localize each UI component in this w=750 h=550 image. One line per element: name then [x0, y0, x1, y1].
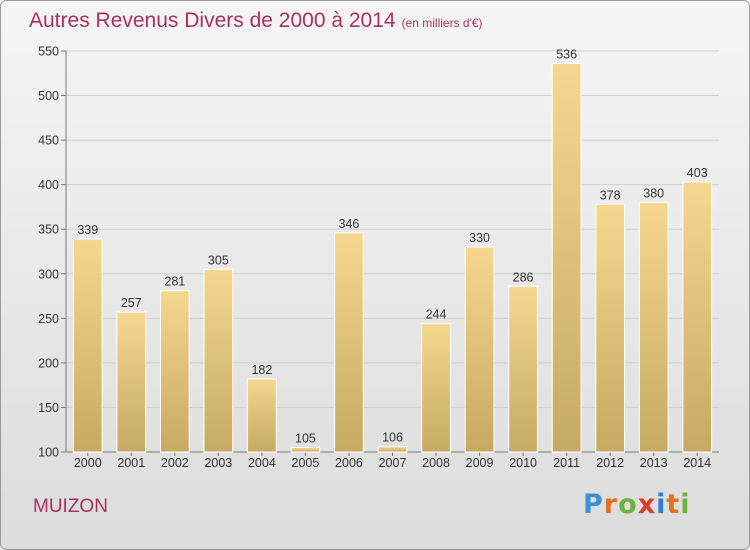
logo-letter: o — [618, 489, 638, 520]
bar-value-label: 346 — [339, 217, 360, 231]
bar — [72, 238, 103, 453]
bar-value-label: 257 — [121, 296, 142, 310]
x-tick-label: 2008 — [422, 456, 450, 470]
x-tick-label: 2006 — [335, 456, 363, 470]
city-name: MUIZON — [33, 496, 108, 517]
y-tick-label: 550 — [38, 45, 59, 59]
logo-letter: t — [666, 489, 681, 520]
x-tick-label: 2011 — [553, 456, 580, 470]
x-tick-label: 2013 — [640, 456, 668, 470]
y-tick-label: 100 — [38, 446, 59, 460]
logo-letter: i — [656, 489, 667, 520]
bar — [682, 181, 713, 453]
bar-value-label: 286 — [513, 270, 534, 284]
y-tick-label: 450 — [38, 134, 59, 148]
x-tick-label: 2000 — [74, 456, 102, 470]
bar — [290, 447, 321, 453]
proxiti-logo: Proxiti — [583, 489, 691, 520]
bar — [116, 311, 147, 453]
bar — [638, 201, 669, 453]
y-tick-label: 500 — [38, 89, 59, 103]
bar-value-label: 339 — [77, 223, 98, 237]
chart-subtitle: (en milliers d'€) — [401, 16, 483, 30]
bar — [508, 285, 538, 453]
x-tick-label: 2001 — [117, 456, 145, 470]
logo-letter: x — [637, 489, 657, 520]
x-tick-label: 2004 — [248, 456, 276, 470]
bar-value-label: 380 — [643, 186, 664, 200]
logo-letter: P — [583, 489, 604, 520]
y-tick-label: 200 — [38, 356, 59, 370]
bar-value-label: 182 — [251, 363, 272, 377]
bar-value-label: 105 — [295, 432, 316, 446]
x-tick-label: 2012 — [596, 456, 624, 470]
logo-letter: r — [603, 489, 619, 520]
bar — [247, 378, 277, 453]
y-tick-label: 350 — [38, 223, 59, 237]
bar-value-label: 403 — [687, 166, 708, 180]
bar-value-label: 536 — [556, 47, 577, 61]
bar-value-label: 330 — [469, 231, 490, 245]
bar-value-label: 378 — [600, 188, 621, 202]
logo-letter: i — [680, 489, 691, 520]
bar-value-label: 281 — [164, 275, 185, 289]
bar — [421, 323, 451, 453]
x-tick-label: 2005 — [292, 456, 320, 470]
x-tick-label: 2007 — [379, 456, 407, 470]
bar — [377, 446, 408, 453]
x-tick-label: 2009 — [466, 456, 494, 470]
chart-title: Autres Revenus Divers de 2000 à 2014 (en … — [29, 9, 483, 33]
y-tick-label: 300 — [38, 267, 59, 281]
bar — [464, 246, 495, 453]
bar — [203, 268, 234, 453]
y-tick-label: 400 — [38, 178, 59, 192]
x-tick-label: 2002 — [161, 456, 189, 470]
bars — [72, 62, 713, 453]
bar — [551, 62, 582, 453]
y-tick-label: 150 — [38, 401, 59, 415]
x-tick-label: 2003 — [204, 456, 232, 470]
bar-value-label: 244 — [426, 308, 447, 322]
y-tick-label: 250 — [38, 312, 59, 326]
bar — [595, 203, 626, 453]
bar-value-label: 305 — [208, 253, 229, 267]
x-tick-label: 2010 — [509, 456, 537, 470]
bar — [159, 290, 190, 453]
bar-value-label: 106 — [382, 431, 403, 445]
chart-title-text: Autres Revenus Divers de 2000 à 2014 — [29, 9, 396, 32]
bar — [334, 232, 364, 453]
x-tick-label: 2014 — [683, 456, 711, 470]
data-labels: 339 257 281 305 182 105 346 106 244 330 286 536 378 3… — [77, 47, 707, 445]
